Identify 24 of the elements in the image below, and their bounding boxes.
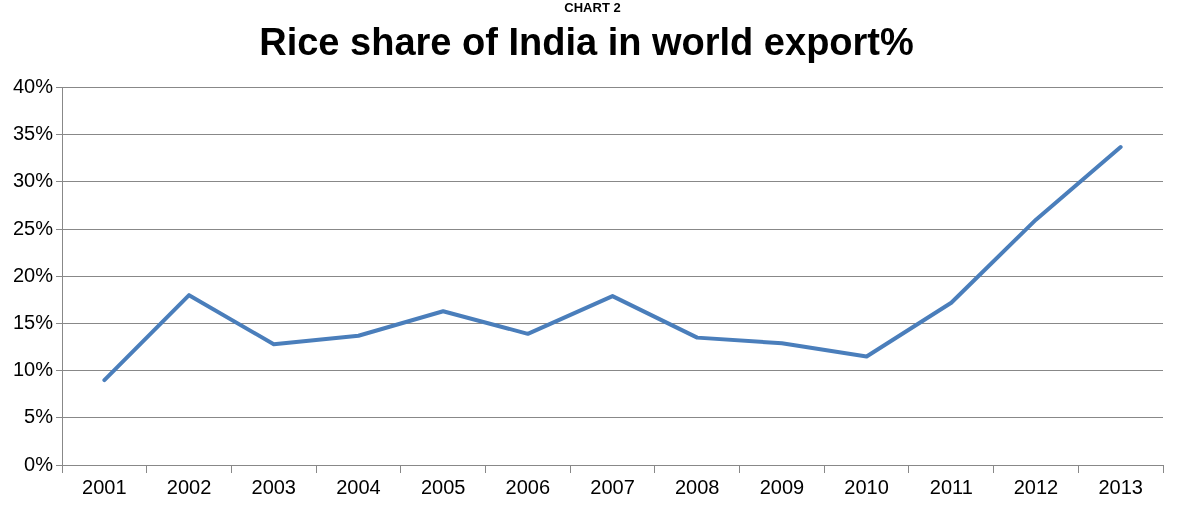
x-tick-label: 2005 (420, 475, 466, 498)
x-tick-label: 2013 (1098, 475, 1143, 498)
x-tick-label: 2006 (505, 475, 551, 498)
y-tick-label: 10% (13, 358, 54, 381)
y-tick-label: 40% (13, 75, 54, 98)
x-tick-label: 2002 (166, 475, 212, 498)
x-tick-label: 2001 (82, 475, 127, 498)
y-tick-label: 30% (13, 169, 54, 192)
x-tick-label: 2009 (759, 475, 805, 498)
caption: CHART 2 (564, 0, 621, 16)
chart-title: Rice share of India in world export% (259, 21, 914, 64)
y-tick-label: 35% (13, 122, 54, 145)
x-tick-label: 2004 (336, 475, 381, 498)
y-tick-label: 15% (13, 310, 54, 333)
x-tick-label: 2003 (251, 475, 296, 498)
y-tick-label: 20% (13, 263, 54, 286)
x-tick-label: 2011 (929, 475, 973, 498)
y-tick-label: 0% (24, 452, 54, 475)
x-tick-label: 2007 (590, 475, 635, 498)
x-tick-label: 2012 (1013, 475, 1059, 498)
y-tick-label: 5% (24, 405, 54, 428)
x-tick-label: 2010 (844, 475, 889, 498)
x-tick-label: 2008 (674, 475, 720, 498)
y-tick-label: 25% (13, 216, 54, 239)
